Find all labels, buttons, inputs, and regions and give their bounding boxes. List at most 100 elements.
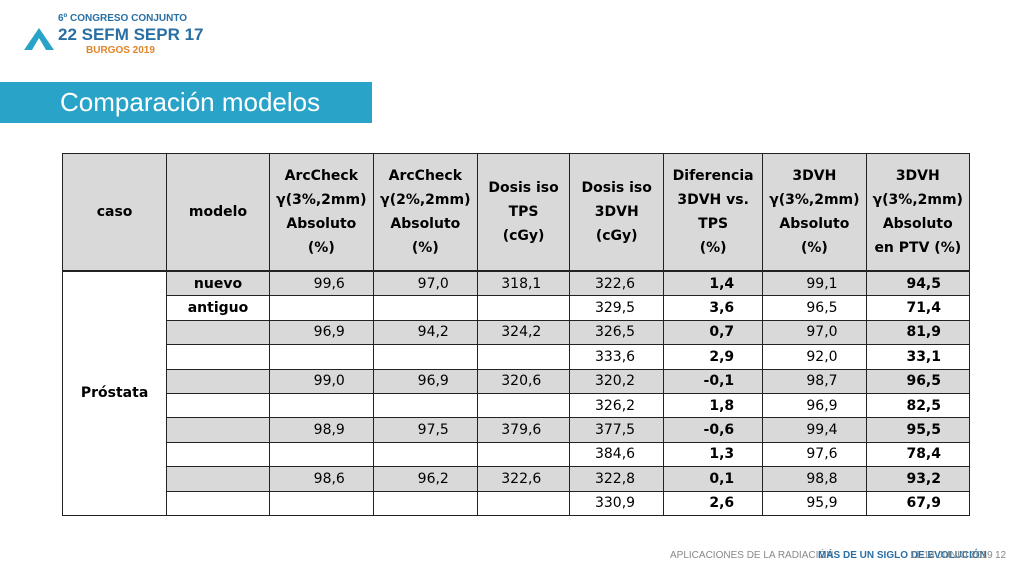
cell: 322,6 — [569, 270, 665, 297]
cell: 324,2 — [476, 319, 571, 346]
table-row: 326,2 1,8 96,9 82,5 — [63, 392, 971, 419]
cell: 320,6 — [476, 368, 571, 394]
cell: 2,6 — [663, 490, 764, 516]
cell: 97,5 — [372, 417, 478, 443]
table-row: Próstata nuevo 99,6 97,0 318,1 322,6 1,4 99,1 94… — [61, 270, 971, 516]
cell: 97,6 — [762, 441, 867, 468]
cell — [372, 344, 478, 370]
cell: 93,2 — [865, 466, 971, 492]
table-row: 384,6 1,3 97,6 78,4 — [63, 441, 971, 468]
cell: 1,4 — [663, 270, 764, 297]
header-line: γ(2%,2mm) — [380, 192, 471, 208]
header-line: modelo — [188, 204, 248, 220]
cell — [166, 392, 270, 419]
cell: 1,8 — [663, 392, 764, 419]
cell — [166, 344, 270, 370]
cell — [166, 319, 270, 346]
header-line: (%) — [699, 240, 727, 256]
logo-line: 6º CONGRESO CONJUNTO — [58, 13, 188, 24]
cell: 0,1 — [663, 466, 764, 492]
footer-text: MÁS DE UN SIGLO DE EVOLUCIÓN — [818, 550, 987, 561]
cell: 2,9 — [663, 344, 764, 370]
cell: 1,3 — [663, 441, 764, 468]
cell: nuevo — [166, 270, 270, 297]
cell: 97,0 — [372, 270, 478, 297]
footer-date: 11-14 JUNIO 2019 — [910, 550, 993, 561]
cell: 96,9 — [268, 319, 374, 346]
cell — [268, 344, 374, 370]
cell: 98,9 — [268, 417, 374, 443]
header-line: γ(3%,2mm) — [769, 192, 860, 208]
cell — [372, 441, 478, 468]
header-cell: Dosis iso 3DVH (cGy) — [569, 153, 665, 272]
header-cell: caso — [61, 153, 168, 272]
cell: 96,5 — [762, 295, 867, 321]
cell: 94,2 — [372, 319, 478, 346]
table: caso modelo ArcCheck γ(3%,2mm) Absoluto (%) Ar… — [61, 153, 971, 516]
header-line: 3DVH — [594, 204, 639, 220]
header-cell: Dosis iso TPS (cGy) — [476, 153, 571, 272]
cell: 98,7 — [762, 368, 867, 394]
cell: 95,9 — [762, 490, 867, 516]
logo-icon — [24, 28, 54, 50]
header-cell: ArcCheck γ(3%,2mm) Absoluto (%) — [268, 153, 374, 272]
cell — [268, 295, 374, 321]
cell: 326,5 — [569, 319, 665, 346]
cell: -0,1 — [663, 368, 764, 394]
header-cell: 3DVH γ(3%,2mm) Absoluto (%) — [762, 153, 867, 272]
header-line: Diferencia — [672, 168, 754, 184]
cell: 99,6 — [268, 270, 374, 297]
cell: 67,9 — [865, 490, 971, 516]
table-row: 98,6 96,2 322,6 322,8 0,1 98,8 93,2 — [63, 466, 971, 492]
cell: 97,0 — [762, 319, 867, 346]
cell: 333,6 — [569, 344, 665, 370]
cell: 320,2 — [569, 368, 665, 394]
header-line: en PTV (%) — [874, 240, 962, 256]
cell: 71,4 — [865, 295, 971, 321]
cell: 322,8 — [569, 466, 665, 492]
cell: Próstata — [61, 270, 168, 516]
cell — [372, 295, 478, 321]
cell — [166, 417, 270, 443]
header-line: TPS — [698, 216, 729, 232]
cell: 96,5 — [865, 368, 971, 394]
header-line: Absoluto — [390, 216, 461, 232]
cell: 99,1 — [762, 270, 867, 297]
header-line: 3DVH — [792, 168, 837, 184]
cell: 379,6 — [476, 417, 571, 443]
cell — [476, 441, 571, 468]
cell: 96,2 — [372, 466, 478, 492]
cell — [166, 466, 270, 492]
table-row: 330,9 2,6 95,9 67,9 — [63, 490, 971, 516]
header-line: Absoluto — [882, 216, 953, 232]
cell: 384,6 — [569, 441, 665, 468]
cell: 98,6 — [268, 466, 374, 492]
table-row: antiguo 329,5 3,6 96,5 71,4 — [63, 295, 971, 321]
header-cell: Diferencia 3DVH vs. TPS (%) — [663, 153, 764, 272]
cell: 330,9 — [569, 490, 665, 516]
header-line: Absoluto — [779, 216, 850, 232]
cell — [268, 490, 374, 516]
header-line: Dosis iso — [488, 180, 559, 196]
cell — [268, 441, 374, 468]
header-line: Dosis iso — [581, 180, 652, 196]
header-line: (%) — [411, 240, 439, 256]
cell: 95,5 — [865, 417, 971, 443]
header-cell: modelo — [166, 153, 270, 272]
logo-line: BURGOS 2019 — [86, 45, 155, 56]
header-line: 3DVH vs. — [677, 192, 749, 208]
header-line: ArcCheck — [388, 168, 463, 184]
cell — [166, 441, 270, 468]
cell: 377,5 — [569, 417, 665, 443]
header-line: γ(3%,2mm) — [872, 192, 963, 208]
header-cell: ArcCheck γ(2%,2mm) Absoluto (%) — [372, 153, 478, 272]
header-cell: 3DVH γ(3%,2mm) Absoluto en PTV (%) — [865, 153, 971, 272]
cell: antiguo — [166, 295, 270, 321]
header-line: (%) — [800, 240, 828, 256]
cell — [268, 392, 374, 419]
cell: 94,5 — [865, 270, 971, 297]
footer-text: APLICACIONES DE LA RADIACIÓN — [670, 550, 834, 561]
cell: 0,7 — [663, 319, 764, 346]
cell: 329,5 — [569, 295, 665, 321]
